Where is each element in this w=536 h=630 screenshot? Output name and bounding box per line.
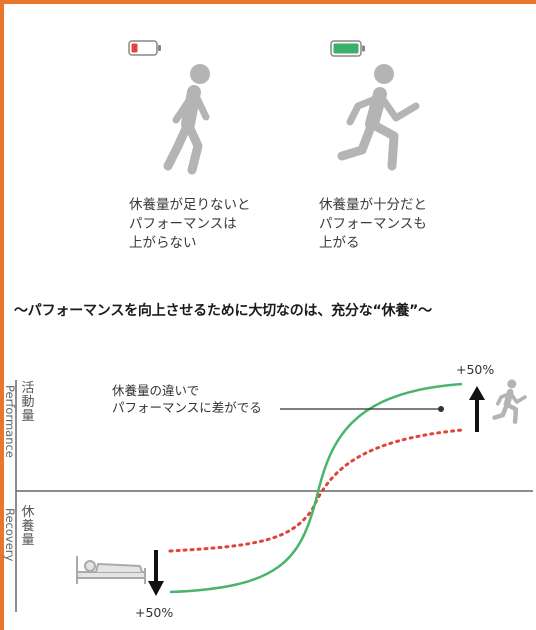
annotation-line-text: 休養量の違いで [112, 383, 200, 398]
sufficient-rest-curve [169, 382, 463, 594]
label-char: 活 [21, 381, 35, 396]
low-battery-icon [128, 40, 161, 56]
sleeping-person-icon [76, 556, 146, 584]
right-caption-line: パフォーマンスも [319, 216, 427, 232]
annotation-dot [438, 406, 444, 412]
label-char: 養 [21, 519, 35, 534]
right-caption: 休養量が十分だと パフォーマンスも 上がる [319, 196, 427, 253]
left-caption-line: 上がらない [129, 235, 197, 251]
label-char: 休 [21, 505, 35, 520]
label-char: 動 [21, 395, 35, 410]
left-caption-line: パフォーマンスは [129, 216, 237, 232]
right-caption-line: 上がる [319, 235, 360, 251]
up-arrow-head [469, 386, 485, 400]
label-char: 量 [21, 409, 35, 424]
chart-runner-icon [492, 379, 527, 424]
label-char: 量 [21, 533, 35, 548]
walking-person-icon [163, 64, 210, 175]
top-percentage: +50% [456, 362, 495, 377]
annotation-line-text: パフォーマンスに差がでる [112, 400, 262, 415]
headline: ～パフォーマンスを向上させるために大切なのは、充分な“休養”～ [14, 303, 432, 319]
right-caption-line: 休養量が十分だと [319, 197, 427, 213]
running-person-icon [337, 64, 420, 171]
y-upper-label-en: Performance [3, 385, 17, 458]
full-battery-icon [330, 40, 365, 57]
left-caption: 休養量が足りないと パフォーマンスは 上がらない [129, 196, 251, 253]
y-upper-label-jp: 活 動 量 [21, 382, 35, 424]
left-caption-line: 休養量が足りないと [129, 197, 251, 213]
annotation-text: 休養量の違いで パフォーマンスに差がでる [112, 382, 262, 416]
bottom-percentage: +50% [135, 605, 174, 620]
down-arrow-head [148, 581, 164, 596]
y-lower-label-en: Recovery [3, 508, 17, 562]
y-lower-label-jp: 休 養 量 [21, 506, 35, 548]
